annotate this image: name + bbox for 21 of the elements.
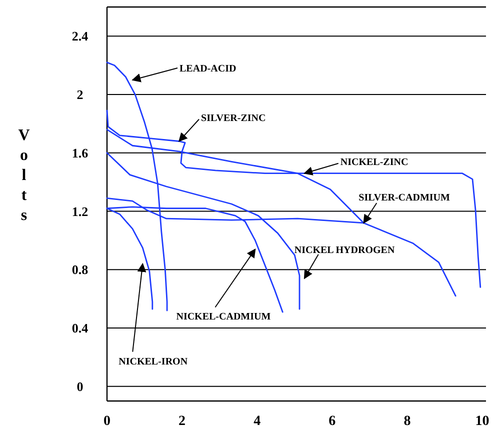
annotation: NICKEL HYDROGEN [294, 244, 396, 256]
annotation: LEAD-ACID [180, 63, 236, 74]
y-tick-label: 2 [76, 87, 84, 102]
y-tick-label: 0.4 [72, 320, 89, 336]
y-tick-label: 0.8 [72, 262, 89, 278]
x-tick-label: 10 [475, 414, 490, 429]
x-tick-label: 6 [328, 414, 336, 429]
y-tick-label: 1.2 [72, 204, 88, 219]
annotation: SILVER-CADMIUM [358, 192, 451, 204]
annotation: SILVER-ZINC [201, 112, 266, 124]
x-tick-label: 8 [404, 414, 411, 429]
y-tick-label: 0 [76, 378, 84, 394]
annotation: NICKEL-ZINC [340, 156, 408, 168]
annotation: NICKEL-CADMIUM [176, 312, 272, 323]
y-tick-label: 1.6 [72, 145, 89, 160]
x-tick-label: 0 [104, 414, 110, 429]
annotation: NICKEL-IRON [118, 356, 188, 368]
x-tick-label: 4 [254, 414, 261, 429]
y-tick-label: 2.4 [72, 28, 89, 44]
y-axis-title: Volts [18, 127, 30, 224]
x-tick-label: 2 [178, 414, 186, 429]
